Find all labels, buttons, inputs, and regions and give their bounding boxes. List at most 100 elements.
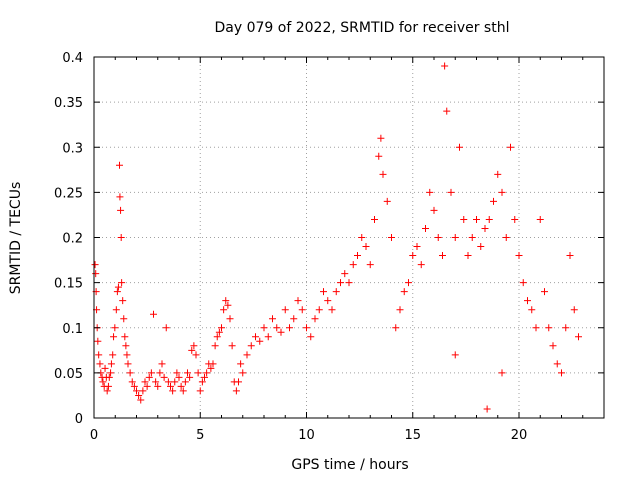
y-tick-label: 0.2 [62,232,83,247]
data-point [117,206,125,214]
data-point [434,234,442,241]
data-point [147,369,155,377]
data-point [570,306,578,314]
data-point [528,306,536,314]
data-point [175,373,183,381]
data-point [464,252,472,260]
data-point [358,234,366,241]
data-point [483,405,491,413]
data-point [156,369,164,377]
data-point [553,360,561,368]
data-point [515,252,523,260]
y-tick-label: 0.35 [54,96,83,111]
data-point [112,306,120,314]
data-point [511,215,519,223]
data-point [294,297,302,305]
data-point [101,364,109,372]
data-point [451,234,459,241]
data-point [139,387,147,395]
data-point [120,315,128,323]
y-tick-label: 0 [75,412,83,427]
data-point [145,373,153,381]
data-point [113,288,121,296]
data-point [362,243,370,251]
data-point [379,170,387,178]
data-point [201,373,208,381]
y-tick-label: 0.05 [54,367,83,382]
data-point [228,342,236,350]
data-point [107,369,115,377]
data-point [103,387,111,395]
data-point [169,387,177,395]
data-point [105,373,113,381]
data-point [490,197,497,205]
data-point [218,324,225,332]
data-point [422,224,429,232]
data-point [114,283,122,291]
data-point [116,193,124,201]
data-point [396,306,404,314]
y-axis-label: SRMTID / TECUs [8,182,24,295]
data-point [400,288,408,296]
data-point [447,188,455,196]
data-point [392,324,400,332]
data-point [171,378,179,386]
chart-title: Day 079 of 2022, SRMTID for receiver sth… [215,20,510,36]
data-point [167,382,174,390]
data-point [388,234,395,241]
data-point [426,188,434,196]
data-point [109,351,117,359]
x-tick-label: 15 [404,428,421,443]
data-point [443,107,451,115]
data-point [192,351,200,359]
data-point [485,215,493,223]
data-point [315,306,323,314]
data-point [405,279,412,287]
data-point [281,306,289,314]
data-point [190,342,198,350]
tick-labels: 0 5 10 15 20 0 0.05 0.1 0.15 0.2 0.25 0.3 0.35 0.4 [54,51,527,443]
data-point [532,324,540,332]
data-point [430,206,438,214]
data-point [133,387,140,395]
data-point [137,396,145,404]
data-point [209,360,217,368]
data-point [328,306,336,314]
data-point [354,252,361,260]
data-point [196,387,204,395]
data-point [122,342,130,350]
data-point [158,360,166,368]
data-point [524,297,531,305]
data-point [203,369,211,377]
data-point [566,252,574,260]
y-tick-label: 0.4 [62,51,83,66]
data-point [324,297,332,305]
x-tick-label: 5 [196,428,204,443]
data-point [477,243,485,251]
x-tick-label: 20 [511,428,528,443]
data-point [160,373,168,381]
data-point [213,333,221,341]
data-point [337,279,344,287]
data-point [184,369,191,377]
data-point [277,328,285,336]
data-point [117,234,125,241]
data-point [162,324,170,332]
data-point [519,279,527,287]
data-point [252,333,259,341]
x-tick-label: 0 [90,428,98,443]
data-point [173,369,181,377]
data-point [473,215,480,223]
data-point [260,324,268,332]
data-point [118,279,126,287]
data-point [150,310,157,318]
data-point [121,333,129,341]
data-point [135,391,143,399]
grid [94,57,604,418]
x-tick-label: 10 [298,428,315,443]
data-point [575,333,582,341]
data-point [303,324,310,332]
data-point [107,360,115,368]
data-point [235,378,242,386]
data-point [481,224,489,232]
